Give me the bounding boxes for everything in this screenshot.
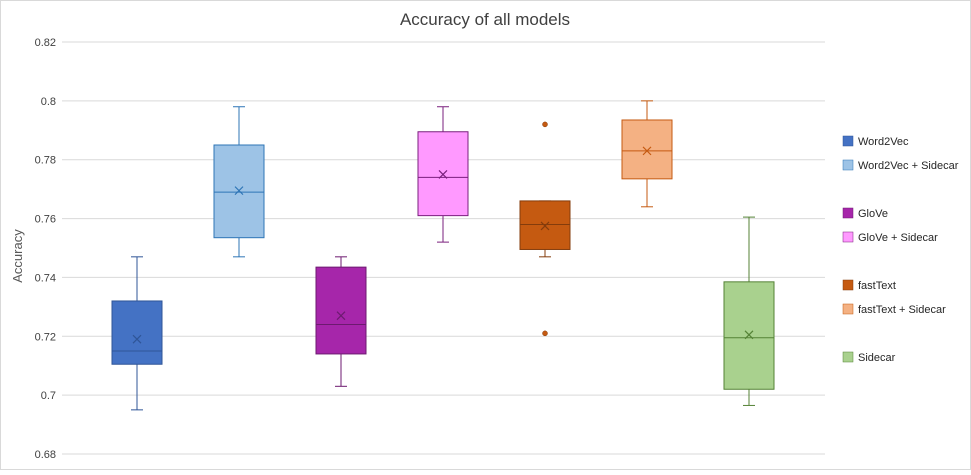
legend-swatch bbox=[842, 303, 854, 315]
y-tick-label: 0.72 bbox=[35, 331, 56, 343]
legend-item: GloVe + Sidecar bbox=[842, 231, 938, 244]
y-axis-title: Accuracy bbox=[10, 229, 25, 283]
legend-swatch bbox=[842, 279, 854, 291]
box-5 bbox=[621, 100, 673, 208]
mean-marker bbox=[132, 334, 142, 344]
legend-swatch bbox=[842, 207, 854, 219]
legend-label: fastText + Sidecar bbox=[858, 304, 946, 316]
box-rect bbox=[111, 300, 163, 365]
legend-label: Word2Vec bbox=[858, 136, 909, 148]
box-1 bbox=[213, 106, 265, 258]
y-tick-label: 0.68 bbox=[35, 449, 56, 461]
legend-item: Word2Vec + Sidecar bbox=[842, 159, 959, 172]
legend-swatch bbox=[842, 159, 854, 171]
y-tick-label: 0.78 bbox=[35, 155, 56, 167]
boxes bbox=[111, 100, 775, 411]
box-0 bbox=[111, 256, 163, 411]
y-tick-label: 0.8 bbox=[41, 96, 56, 108]
y-tick-label: 0.74 bbox=[35, 272, 56, 284]
legend-label: GloVe bbox=[858, 208, 888, 220]
legend-label: Sidecar bbox=[858, 352, 896, 364]
mean-marker bbox=[438, 170, 448, 179]
mean-marker bbox=[234, 186, 244, 196]
y-axis-ticks: 0.68 0.7 0.72 0.74 0.76 0.78 0.8 0.82 bbox=[35, 37, 56, 461]
legend-label: GloVe + Sidecar bbox=[858, 232, 938, 244]
box-6 bbox=[723, 216, 775, 406]
legend-item: GloVe bbox=[842, 207, 888, 220]
y-tick-label: 0.82 bbox=[35, 37, 56, 49]
legend-item: Word2Vec bbox=[842, 135, 909, 148]
legend-swatch bbox=[842, 135, 854, 147]
box-3 bbox=[417, 106, 469, 243]
box-rect bbox=[621, 119, 673, 180]
outlier-point bbox=[542, 121, 548, 128]
box-2 bbox=[315, 256, 367, 387]
legend: Word2Vec Word2Vec + Sidecar GloVe GloVe + S… bbox=[842, 135, 959, 364]
y-tick-label: 0.7 bbox=[41, 390, 56, 402]
y-tick-label: 0.76 bbox=[35, 214, 56, 226]
legend-item: Sidecar bbox=[842, 351, 896, 364]
mean-marker bbox=[642, 146, 652, 156]
mean-marker bbox=[336, 311, 346, 321]
legend-label: fastText bbox=[858, 280, 896, 292]
mean-marker bbox=[540, 221, 550, 231]
legend-label: Word2Vec + Sidecar bbox=[858, 160, 959, 172]
legend-item: fastText bbox=[842, 279, 896, 292]
legend-swatch bbox=[842, 351, 854, 363]
box-rect bbox=[315, 266, 367, 355]
chart-title: Accuracy of all models bbox=[400, 10, 570, 29]
legend-item: fastText + Sidecar bbox=[842, 303, 946, 316]
outlier-point bbox=[542, 330, 548, 337]
mean-marker bbox=[744, 330, 754, 340]
box-4 bbox=[519, 121, 571, 337]
legend-swatch bbox=[842, 231, 854, 243]
